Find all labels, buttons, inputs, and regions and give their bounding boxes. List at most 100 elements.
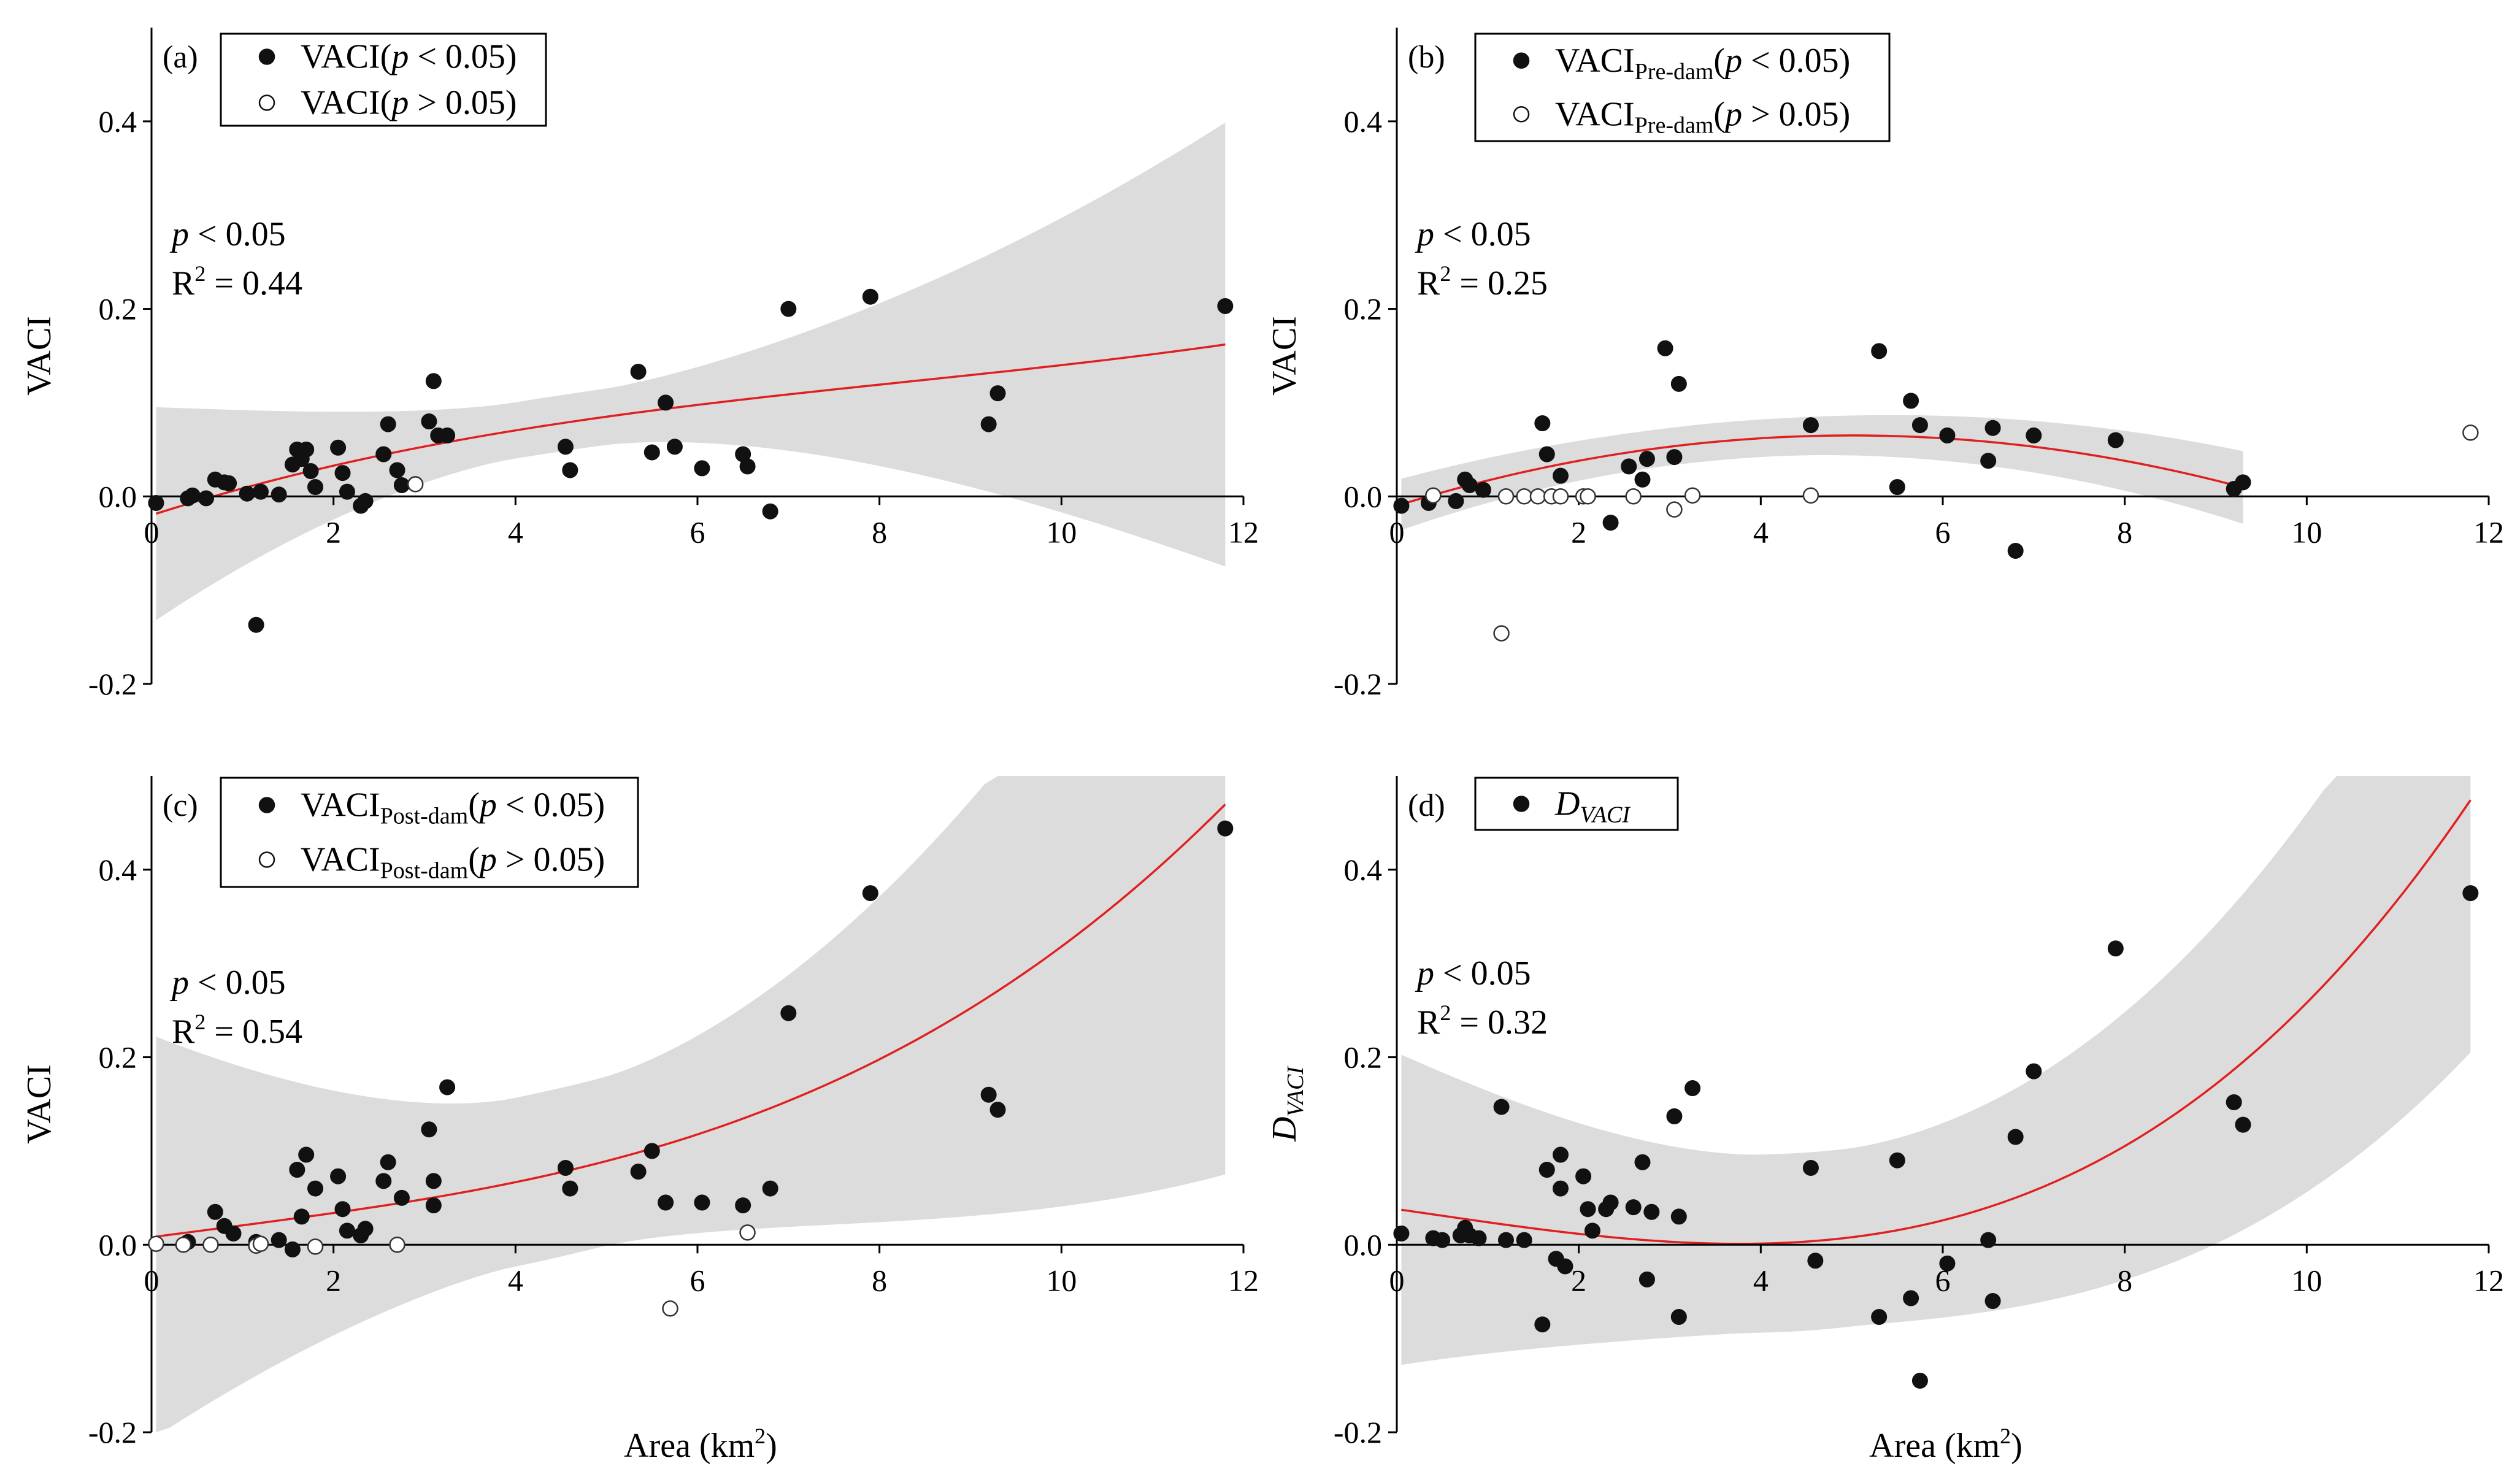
legend-p-value: > 0.05) <box>1742 95 1850 133</box>
data-point-filled <box>1475 482 1491 498</box>
data-point-filled <box>1625 1199 1642 1216</box>
legend-p: p <box>477 786 497 824</box>
data-point-filled <box>198 490 214 507</box>
legend-p-value: < 0.05) <box>497 786 605 824</box>
data-point-filled <box>271 1232 287 1248</box>
data-point-open <box>1516 488 1532 505</box>
legend-p-value: > 0.05) <box>497 841 605 879</box>
data-point-filled <box>1393 1225 1410 1241</box>
data-point-filled <box>2026 427 2042 443</box>
y-tick-label: 0.2 <box>1344 1040 1383 1075</box>
data-point-filled <box>298 441 315 458</box>
data-point-filled <box>1657 340 1673 356</box>
data-point-filled <box>1434 1232 1451 1248</box>
y-tick-label: -0.2 <box>1334 1415 1382 1449</box>
data-point-filled <box>1903 1290 1919 1307</box>
data-point-filled <box>2235 474 2251 491</box>
annotation-p: p < 0.05 <box>1415 215 1531 253</box>
annotation-p: p < 0.05 <box>1415 954 1531 992</box>
y-axis-title: DVACI <box>1266 1065 1308 1142</box>
data-point-open <box>1666 501 1683 518</box>
data-point-filled <box>1470 1230 1487 1246</box>
annotation-p: p < 0.05 <box>169 215 286 253</box>
y-axis-title-main: VACI <box>20 1064 58 1144</box>
data-point-filled <box>562 1180 578 1197</box>
fit-line <box>155 343 1226 515</box>
data-point-filled <box>1516 1232 1532 1248</box>
data-point-filled <box>557 1159 574 1176</box>
x-tick-label: 6 <box>690 515 705 549</box>
data-point-filled <box>330 439 347 456</box>
panel-b: -0.2 0.0 0.2 0.4 0 2 4 6 8 10 12 VACI (b) p < 0.05 R2 … <box>1266 28 2504 701</box>
annotation-p-value: < 0.05 <box>1434 215 1531 253</box>
data-point-open <box>1625 488 1642 505</box>
legend-p: p <box>389 38 409 76</box>
legend-marker-filled <box>1513 52 1530 69</box>
data-point-filled <box>271 486 287 503</box>
x-tick-label: 10 <box>2291 1263 2322 1297</box>
legend-box <box>220 777 639 888</box>
annotation-p-value: < 0.05 <box>189 215 286 253</box>
data-point-filled <box>1802 417 1819 434</box>
annotation-r2-value: = 0.32 <box>1451 1004 1548 1042</box>
panel-label: (b) <box>1408 40 1445 75</box>
data-point-filled <box>225 1225 242 1241</box>
annotation-r2-sup: 2 <box>1440 1000 1451 1025</box>
data-point-filled <box>1939 427 1956 443</box>
data-point-filled <box>694 460 710 477</box>
x-tick-label: 4 <box>1753 515 1769 549</box>
data-point-filled <box>1498 1232 1514 1248</box>
legend-marker-open <box>258 94 275 111</box>
data-point-filled <box>862 288 878 305</box>
data-point-filled <box>357 493 374 509</box>
annotation-p-symbol: p <box>169 215 189 253</box>
legend-p-value: > 0.05) <box>409 84 517 122</box>
legend-label: VACI(p < 0.05) <box>301 38 517 76</box>
data-point-filled <box>989 385 1006 402</box>
x-tick-label: 10 <box>1046 515 1077 549</box>
panel-label: (d) <box>1408 788 1445 823</box>
data-point-filled <box>2026 1063 2042 1080</box>
legend-name: VACI <box>301 38 380 76</box>
data-point-filled <box>1670 1308 1687 1325</box>
x-tick-label: 2 <box>1571 515 1586 549</box>
data-point-filled <box>980 1086 997 1103</box>
x-axis-title: Area (km2) <box>1869 1424 2023 1465</box>
data-point-filled <box>1871 343 1888 359</box>
data-point-filled <box>658 394 674 411</box>
data-point-filled <box>557 439 574 455</box>
data-point-filled <box>339 483 355 500</box>
data-point-filled <box>1980 453 1997 469</box>
data-point-filled <box>1911 1372 1928 1389</box>
x-tick-label: 12 <box>1228 1263 1259 1297</box>
data-point-filled <box>1602 515 1619 531</box>
panel-label: (c) <box>163 788 198 823</box>
legend-p: p <box>477 841 497 879</box>
data-point-filled <box>1802 1159 1819 1176</box>
data-point-filled <box>302 463 319 480</box>
y-tick-label: 0.4 <box>1344 104 1383 139</box>
data-point-filled <box>1634 1154 1651 1170</box>
legend-name: VACI <box>301 841 380 879</box>
x-tick-label: 6 <box>690 1263 705 1297</box>
annotation-p-value: < 0.05 <box>1434 954 1531 992</box>
data-point-filled <box>2007 542 2024 559</box>
data-point-open <box>148 1235 164 1253</box>
x-axis-title-sup: 2 <box>755 1424 766 1448</box>
x-tick-label: 8 <box>2117 1263 2132 1297</box>
data-point-filled <box>334 1201 351 1218</box>
legend-name: VACI <box>1555 42 1635 80</box>
y-tick-label: -0.2 <box>88 1415 137 1449</box>
data-point-open <box>1493 625 1510 642</box>
data-point-filled <box>334 465 351 482</box>
data-point-filled <box>1666 449 1683 466</box>
data-point-filled <box>762 1180 778 1197</box>
data-point-filled <box>1557 1258 1573 1275</box>
data-point-open <box>1580 488 1596 505</box>
x-tick-label: 8 <box>872 515 887 549</box>
data-point-filled <box>339 1222 355 1239</box>
data-point-filled <box>1984 420 2001 436</box>
annotation-p-symbol: p <box>1415 954 1434 992</box>
